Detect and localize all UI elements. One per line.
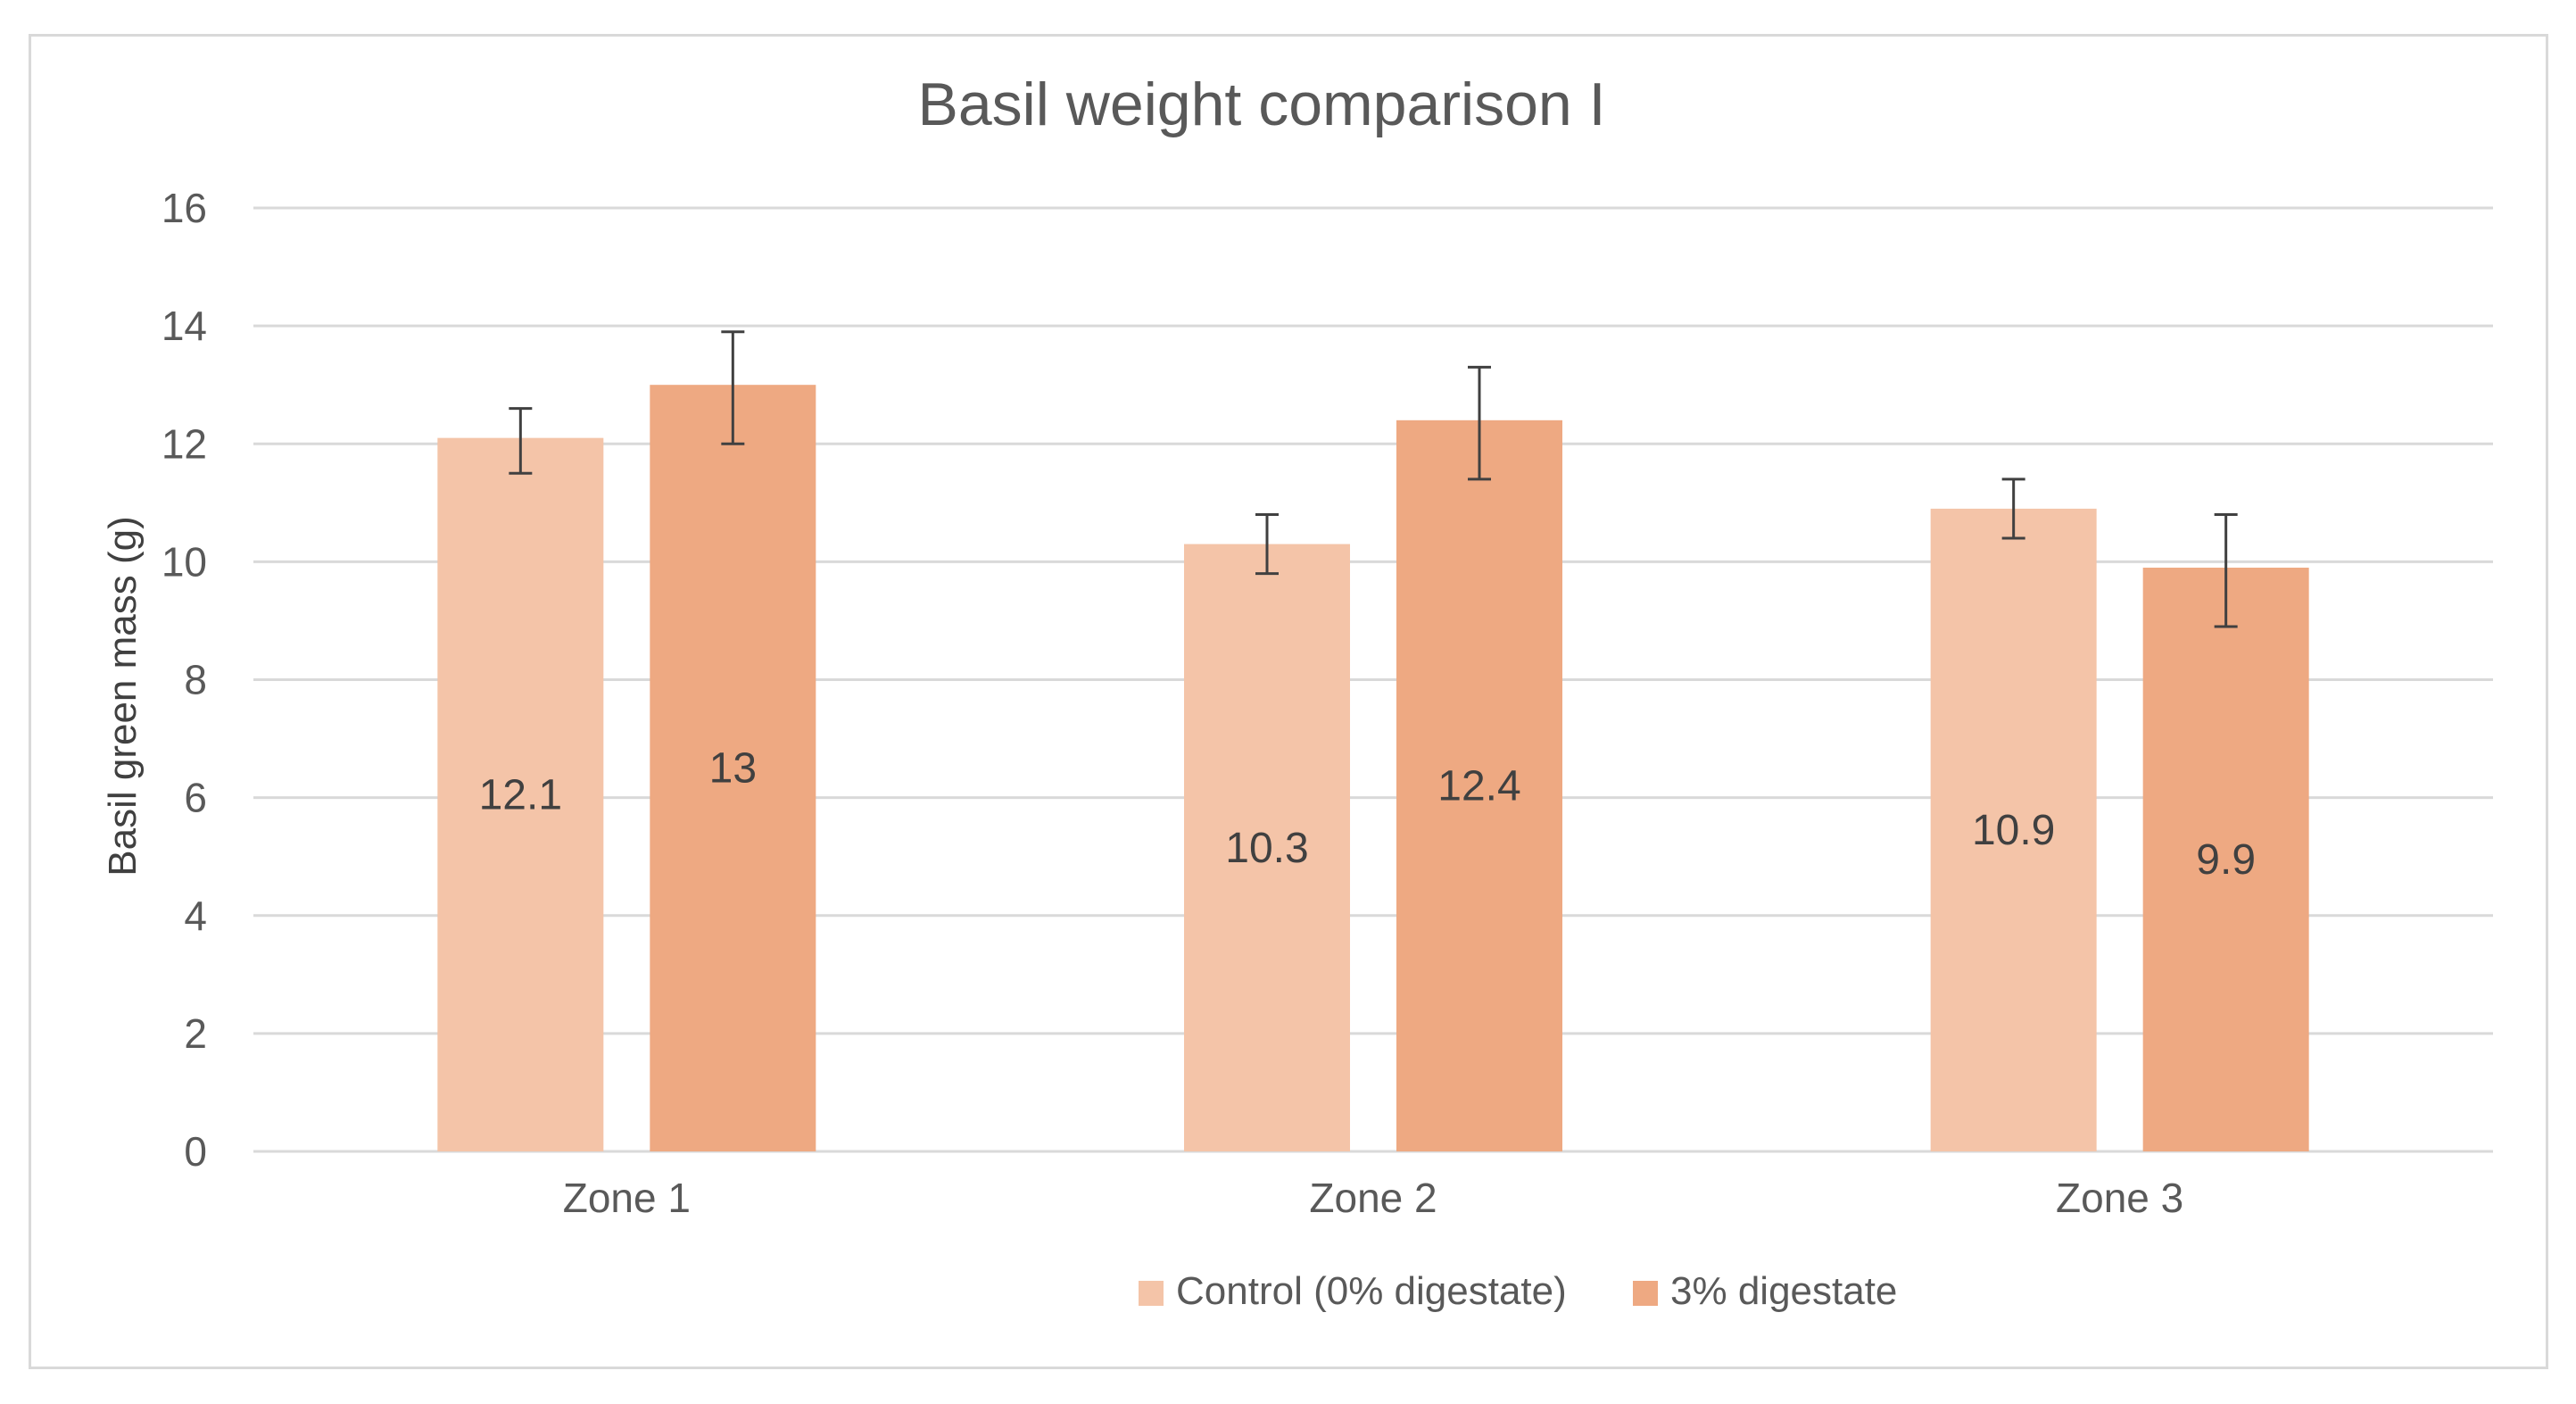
y-tick-label: 8: [184, 657, 207, 703]
data-label: 12.1: [479, 771, 562, 818]
bar: [650, 385, 816, 1151]
legend-swatch: [1633, 1281, 1658, 1306]
legend-swatch: [1139, 1281, 1164, 1306]
data-label: 12.4: [1437, 762, 1520, 810]
y-tick-label: 16: [162, 185, 207, 231]
data-label: 9.9: [2196, 836, 2256, 884]
y-tick-label: 2: [184, 1010, 207, 1057]
bar: [1930, 508, 2097, 1151]
y-tick-label: 4: [184, 893, 207, 939]
chart-title: Basil weight comparison I: [917, 71, 1605, 138]
y-tick-label: 10: [162, 538, 207, 585]
data-labels: 12.1 13 10.3 12.4 10.9 9.9: [479, 745, 2256, 884]
data-label: 10.3: [1225, 825, 1308, 872]
bar: [1184, 544, 1350, 1151]
y-tick-label: 0: [184, 1128, 207, 1175]
y-axis-label: Basil green mass (g): [101, 516, 145, 876]
legend-label: Control (0% digestate): [1176, 1269, 1567, 1313]
y-tick-label: 14: [162, 303, 207, 349]
y-tick-label: 12: [162, 420, 207, 467]
error-bars: [509, 330, 2238, 628]
x-axis-categories: Zone 1 Zone 2 Zone 3: [563, 1175, 2184, 1221]
x-category-label: Zone 3: [2056, 1175, 2183, 1221]
bars: [437, 385, 2309, 1151]
y-axis-ticks: 0 2 4 6 8 10 12 14 16: [162, 185, 207, 1175]
bar: [437, 437, 604, 1151]
gridlines: [253, 206, 2493, 1153]
x-category-label: Zone 2: [1309, 1175, 1437, 1221]
bar: [1396, 420, 1562, 1151]
data-label: 13: [709, 745, 757, 793]
y-tick-label: 6: [184, 775, 207, 821]
bar: [2142, 567, 2309, 1151]
legend: Control (0% digestate) 3% digestate: [1139, 1269, 1897, 1313]
data-label: 10.9: [1972, 807, 2055, 854]
x-category-label: Zone 1: [563, 1175, 691, 1221]
legend-label: 3% digestate: [1670, 1269, 1897, 1313]
